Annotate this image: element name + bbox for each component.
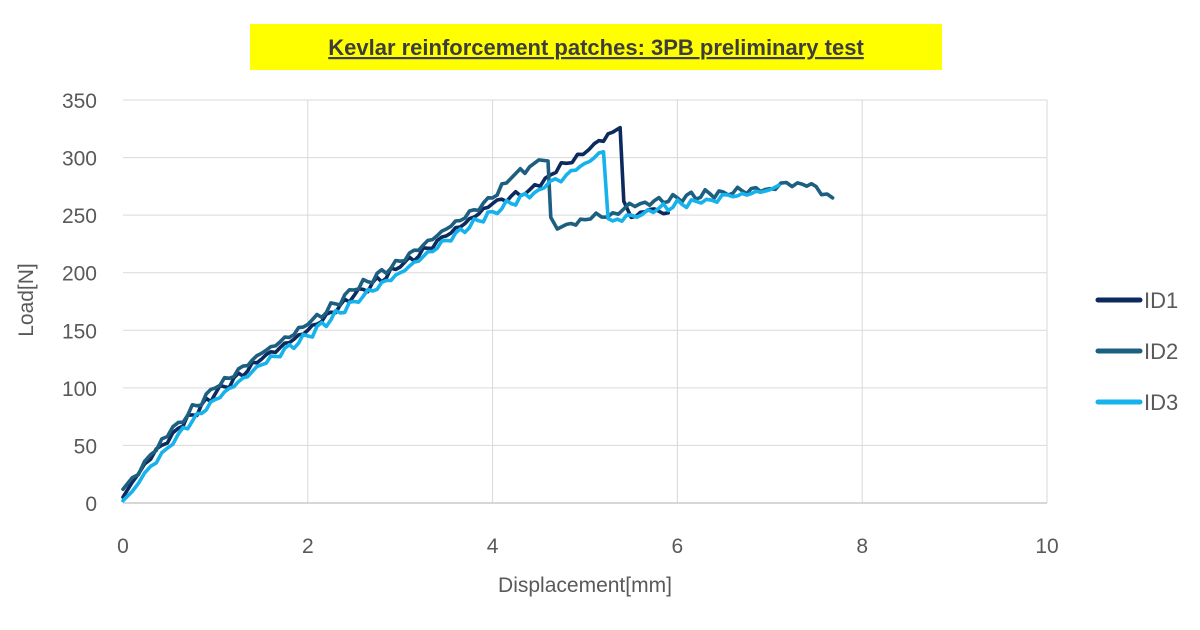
y-tick-label: 150 (62, 320, 97, 343)
y-tick-label: 350 (62, 90, 97, 113)
tick-labels: 0 50 100 150 200 250 300 350 0 2 4 6 8 10 (62, 90, 1059, 558)
x-axis-title: Displacement[mm] (498, 574, 672, 597)
x-tick-label: 0 (117, 535, 129, 558)
y-tick-label: 300 (62, 148, 97, 171)
x-tick-label: 10 (1035, 535, 1058, 558)
series-line-id2 (121, 158, 835, 491)
chart-title: Kevlar reinforcement patches: 3PB prelim… (328, 35, 864, 60)
chart-title-group: Kevlar reinforcement patches: 3PB prelim… (250, 24, 942, 70)
series-line-id1 (121, 125, 670, 499)
legend-label: ID3 (1144, 390, 1178, 415)
y-tick-label: 50 (74, 435, 97, 458)
series-lines (121, 125, 835, 503)
legend: ID1 ID2 ID3 (1095, 288, 1178, 415)
legend-item-id3: ID3 (1095, 390, 1178, 415)
x-tick-label: 8 (856, 535, 868, 558)
y-tick-label: 100 (62, 378, 97, 401)
x-tick-label: 2 (302, 535, 314, 558)
legend-item-id2: ID2 (1095, 339, 1178, 364)
y-axis-title: Load[N] (15, 263, 38, 337)
y-tick-label: 0 (85, 493, 97, 516)
legend-item-id1: ID1 (1095, 288, 1178, 313)
x-tick-label: 4 (487, 535, 499, 558)
legend-label: ID1 (1144, 288, 1178, 313)
x-tick-label: 6 (672, 535, 684, 558)
series-line-id3 (121, 150, 781, 503)
y-tick-label: 250 (62, 205, 97, 228)
gridlines (123, 99, 1048, 503)
title-highlight (250, 24, 942, 70)
legend-label: ID2 (1144, 339, 1178, 364)
y-tick-label: 200 (62, 263, 97, 286)
